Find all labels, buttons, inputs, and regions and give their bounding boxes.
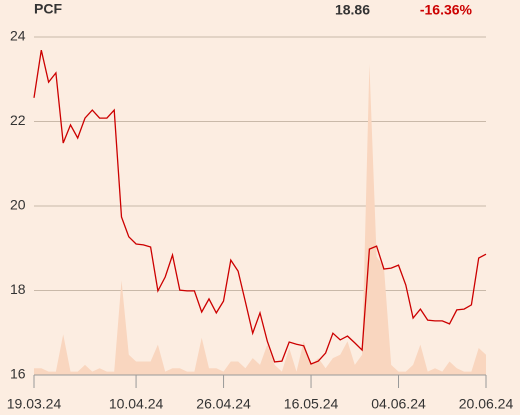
x-tick-label: 10.04.24 [109,396,164,412]
x-tick-label: 16.05.24 [284,396,339,412]
price: 18.86 [335,2,370,18]
y-tick-label: 20 [10,197,26,213]
x-tick-label: 04.06.24 [371,396,426,412]
price-line [33,49,487,365]
change: -16.36% [420,2,473,18]
volume-area [34,64,486,375]
y-tick-label: 16 [10,366,26,382]
x-tick-label: 26.04.24 [196,396,251,412]
x-tick-label: 19.03.24 [7,396,62,412]
y-tick-label: 18 [10,281,26,297]
x-tick-label: 20.06.24 [459,396,514,412]
y-tick-label: 24 [10,28,26,44]
y-tick-label: 22 [10,112,26,128]
ticker: PCF [34,1,62,17]
